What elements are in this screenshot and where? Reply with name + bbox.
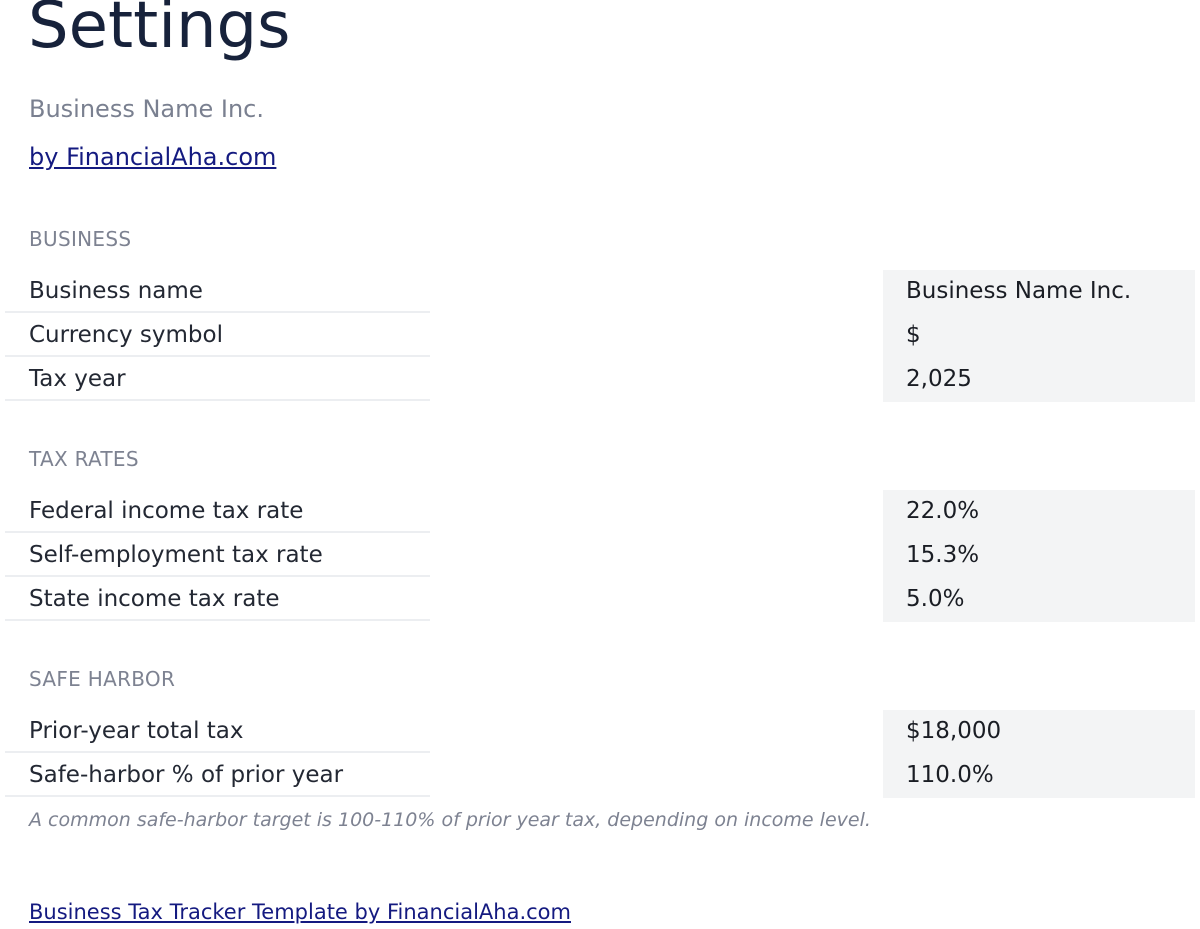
- setting-row-federal-income-tax-rate: Federal income tax rate 22.0%: [0, 490, 1200, 534]
- setting-label: Tax year: [5, 358, 430, 401]
- setting-row-safe-harbor-percent: Safe-harbor % of prior year 110.0%: [0, 754, 1200, 798]
- safe-harbor-note: A common safe-harbor target is 100-110% …: [29, 809, 871, 831]
- setting-value-field[interactable]: 15.3%: [883, 534, 1195, 578]
- section-header-business: BUSINESS: [29, 227, 132, 251]
- setting-row-prior-year-total-tax: Prior-year total tax $18,000: [0, 710, 1200, 754]
- setting-row-business-name: Business name Business Name Inc.: [0, 270, 1200, 314]
- footer-link[interactable]: Business Tax Tracker Template by Financi…: [29, 900, 571, 924]
- setting-label: Currency symbol: [5, 314, 430, 357]
- setting-row-self-employment-tax-rate: Self-employment tax rate 15.3%: [0, 534, 1200, 578]
- setting-label: Federal income tax rate: [5, 490, 430, 533]
- setting-value-field[interactable]: Business Name Inc.: [883, 270, 1195, 314]
- setting-label: Business name: [5, 270, 430, 313]
- setting-value-field[interactable]: 110.0%: [883, 754, 1195, 798]
- setting-value-field[interactable]: 2,025: [883, 358, 1195, 402]
- setting-row-state-income-tax-rate: State income tax rate 5.0%: [0, 578, 1200, 622]
- byline-link[interactable]: by FinancialAha.com: [29, 143, 277, 171]
- setting-label: State income tax rate: [5, 578, 430, 621]
- setting-value-field[interactable]: 5.0%: [883, 578, 1195, 622]
- section-header-safe-harbor: SAFE HARBOR: [29, 667, 176, 691]
- page-title: Settings: [28, 0, 291, 63]
- setting-row-tax-year: Tax year 2,025: [0, 358, 1200, 402]
- setting-row-currency-symbol: Currency symbol $: [0, 314, 1200, 358]
- section-header-tax-rates: TAX RATES: [29, 447, 139, 471]
- setting-value-field[interactable]: $18,000: [883, 710, 1195, 754]
- setting-value-field[interactable]: 22.0%: [883, 490, 1195, 534]
- setting-value-field[interactable]: $: [883, 314, 1195, 358]
- page-subtitle: Business Name Inc.: [29, 95, 265, 123]
- setting-label: Safe-harbor % of prior year: [5, 754, 430, 797]
- setting-label: Self-employment tax rate: [5, 534, 430, 577]
- setting-label: Prior-year total tax: [5, 710, 430, 753]
